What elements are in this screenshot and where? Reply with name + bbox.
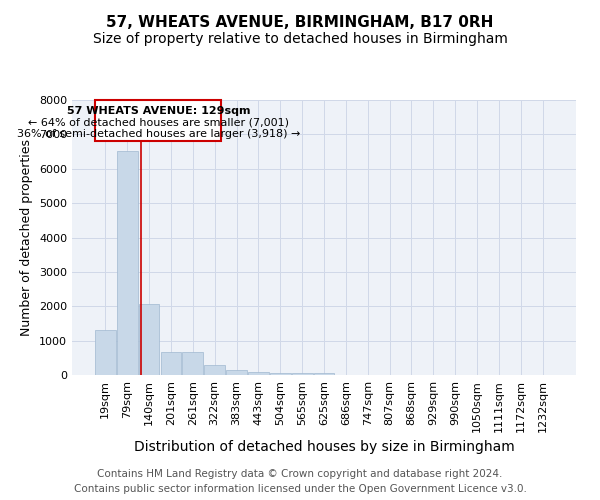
Bar [204,366,225,375]
Bar [226,370,247,375]
Text: Contains public sector information licensed under the Open Government Licence v3: Contains public sector information licen… [74,484,526,494]
Y-axis label: Number of detached properties: Number of detached properties [20,139,34,336]
Bar [182,352,203,375]
Bar [314,374,334,375]
Text: 57, WHEATS AVENUE, BIRMINGHAM, B17 0RH: 57, WHEATS AVENUE, BIRMINGHAM, B17 0RH [106,15,494,30]
Text: Size of property relative to detached houses in Birmingham: Size of property relative to detached ho… [92,32,508,46]
Text: 36% of semi-detached houses are larger (3,918) →: 36% of semi-detached houses are larger (… [17,129,300,139]
Bar [270,373,290,375]
X-axis label: Distribution of detached houses by size in Birmingham: Distribution of detached houses by size … [134,440,514,454]
Text: ← 64% of detached houses are smaller (7,001): ← 64% of detached houses are smaller (7,… [28,118,289,128]
Bar [95,330,116,375]
Bar [161,352,181,375]
Text: 57 WHEATS AVENUE: 129sqm: 57 WHEATS AVENUE: 129sqm [67,106,250,117]
FancyBboxPatch shape [95,100,221,140]
Bar [139,304,160,375]
Bar [248,372,269,375]
Bar [292,372,313,375]
Bar [117,151,137,375]
Text: Contains HM Land Registry data © Crown copyright and database right 2024.: Contains HM Land Registry data © Crown c… [97,469,503,479]
